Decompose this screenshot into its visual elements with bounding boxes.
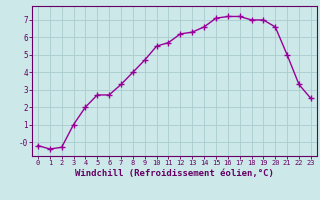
X-axis label: Windchill (Refroidissement éolien,°C): Windchill (Refroidissement éolien,°C) <box>75 169 274 178</box>
